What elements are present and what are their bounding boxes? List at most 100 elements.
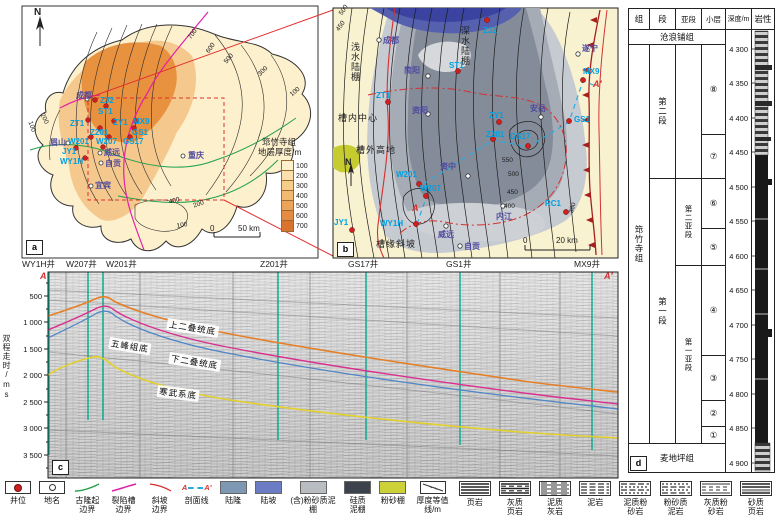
scale-label-b: 20 km bbox=[556, 236, 578, 245]
region-label-shallow-shelf: 浅水陆棚 bbox=[350, 42, 360, 82]
section-a-label-c: A bbox=[40, 271, 47, 281]
well-header-mx9: MX9井 bbox=[574, 259, 600, 269]
y-axis-title: 双程走时/ms bbox=[2, 334, 11, 400]
column-header-group: 组 bbox=[628, 8, 650, 30]
rift-trough-line-icon bbox=[111, 483, 136, 492]
depth-tick: 4 850 bbox=[729, 424, 748, 433]
column-header-layer: 小层 bbox=[701, 8, 726, 30]
mudstone-pattern-icon bbox=[579, 481, 612, 496]
layer-1: ① bbox=[701, 426, 726, 444]
contour-label: 500 bbox=[508, 171, 519, 178]
well-label-mx9: MX9 bbox=[133, 117, 150, 126]
well-label-zt1: ZT1 bbox=[70, 119, 85, 128]
city-label-suining: 遂宁 bbox=[582, 44, 598, 53]
contour-label: 500 bbox=[337, 3, 350, 17]
limy-shale-pattern-icon bbox=[498, 481, 531, 496]
continental-slope-swatch bbox=[254, 481, 282, 494]
place-name-symbol bbox=[39, 481, 66, 494]
depth-tick: 4 650 bbox=[729, 286, 748, 295]
well-label-gs1-b: GS1 bbox=[574, 115, 591, 124]
legend-item-well-location: 井位 bbox=[5, 481, 31, 505]
city-label-neijiang: 内江 bbox=[496, 212, 512, 221]
y-tick-3000: 3 000 bbox=[23, 424, 42, 433]
y-tick-2000: 2 000 bbox=[23, 371, 42, 380]
continental-rise-swatch bbox=[219, 481, 247, 494]
legend-item-thickness-contour: 厚度等值线/m bbox=[415, 481, 451, 514]
well-header-w207: W207井 bbox=[66, 259, 97, 269]
y-tick-1500: 1 500 bbox=[23, 345, 42, 354]
column-header-lithology: 岩性 bbox=[751, 8, 775, 30]
city-label-meishan: 眉山 bbox=[50, 138, 66, 147]
legend-item-mudstone: 泥岩 bbox=[579, 481, 612, 507]
region-label-trough-slope: 槽缘斜坡 bbox=[376, 239, 417, 249]
well-label-gs17: GS17 bbox=[123, 137, 144, 146]
well-label-w207: W207 bbox=[96, 137, 117, 146]
well-label-zy1-b: ZY1 bbox=[489, 111, 504, 120]
layer-7: ⑦ bbox=[701, 134, 726, 179]
city-label-chongqing: 重庆 bbox=[188, 151, 204, 160]
sandy-shale-pattern-icon bbox=[739, 481, 772, 496]
submember-second: 第二亚段 bbox=[675, 178, 702, 266]
city-label-weiyuan-a: 威远 bbox=[104, 148, 120, 157]
panel-tag-d: d bbox=[630, 456, 647, 471]
thickness-swatch bbox=[281, 220, 294, 232]
depth-column bbox=[725, 29, 752, 473]
horizon-label-wufeng: 五峰组底 bbox=[108, 337, 152, 356]
well-header-wy1h: WY1H井 bbox=[22, 259, 56, 269]
formation-qiongzhusi: 筇竹寺组 bbox=[628, 44, 650, 444]
legend-item-silty-mudstone: 粉砂质泥岩 bbox=[659, 481, 692, 516]
legend-item-muddy-limestone: 泥质灰岩 bbox=[539, 481, 572, 516]
map-legend-title-1: 筇竹寺组 bbox=[262, 137, 297, 147]
depth-tick: 4 350 bbox=[729, 79, 748, 88]
depth-tick: 4 700 bbox=[729, 321, 748, 330]
panel-tag-b: b bbox=[337, 242, 354, 257]
shale-pattern-icon bbox=[458, 481, 491, 496]
limy-siltstone-pattern-icon bbox=[699, 481, 732, 496]
city-label-anyue: 安岳 bbox=[530, 104, 546, 113]
layer-8: ⑧ bbox=[701, 44, 726, 135]
legend-item-continental-rise: 陆隆 bbox=[219, 481, 247, 505]
silty-mud-shelf-swatch bbox=[299, 481, 327, 494]
lithology-log bbox=[751, 30, 772, 472]
region-label-deep-shelf: 深水陆棚 bbox=[460, 26, 470, 66]
well-label-z201-b: Z201 bbox=[486, 130, 505, 139]
panel-tag-c: c bbox=[52, 460, 69, 475]
y-tick-2500: 2 500 bbox=[23, 398, 42, 407]
contour-label: 550 bbox=[502, 157, 513, 164]
lithology-column bbox=[751, 29, 775, 473]
legend-item-continental-slope: 陆坡 bbox=[254, 481, 282, 505]
scale-zero-a: 0 bbox=[210, 224, 215, 233]
legend-item-rift-trough-boundary: 裂陷槽边界 bbox=[110, 481, 138, 514]
well-header-w201: W201井 bbox=[106, 259, 137, 269]
city-label-weiyuan-b: 威远 bbox=[438, 230, 454, 239]
legend-item-place-name: 地名 bbox=[39, 481, 66, 505]
depth-tick: 4 500 bbox=[729, 183, 748, 192]
region-label-trough-high: 槽外高地 bbox=[356, 145, 397, 155]
thickness-legend-entry: 100 bbox=[281, 160, 308, 172]
submember-empty bbox=[675, 44, 702, 179]
layer-3: ③ bbox=[701, 355, 726, 401]
contour-label: 400 bbox=[504, 203, 515, 210]
scale-zero-b: 0 bbox=[523, 236, 528, 245]
column-header-member: 段 bbox=[649, 8, 676, 30]
well-header-gs17: GS17井 bbox=[348, 259, 379, 269]
horizon-label-cambrian: 寒武系底 bbox=[156, 385, 200, 403]
layer-4: ④ bbox=[701, 265, 726, 356]
layer-2: ② bbox=[701, 400, 726, 427]
depth-tick: 4 900 bbox=[729, 459, 748, 468]
well-label-gs17-b: GS17 bbox=[510, 132, 531, 141]
city-label-jianyang: 简阳 bbox=[404, 66, 420, 75]
paleo-uplift-line-icon bbox=[75, 483, 100, 492]
submember-first: 第一亚段 bbox=[675, 265, 702, 444]
depth-tick-marks bbox=[751, 48, 755, 464]
depth-tick: 4 550 bbox=[729, 217, 748, 226]
panel-d: 组 段 亚段 小层 深度/m 岩性 沧浪铺组 筇竹寺组 第二段 第一段 第二亚段… bbox=[628, 8, 775, 473]
thickness-legend-entry: 300 bbox=[281, 180, 308, 192]
city-label-zizhong: 资中 bbox=[440, 162, 456, 171]
map-legend-title-2: 地层厚度/m bbox=[258, 147, 302, 157]
well-label-jy1: JY1 bbox=[62, 147, 77, 156]
legend-item-sandy-shale: 砂质页岩 bbox=[739, 481, 772, 516]
muddy-limestone-pattern-icon bbox=[539, 481, 572, 496]
city-label-zigong-a: 自贡 bbox=[105, 159, 121, 168]
